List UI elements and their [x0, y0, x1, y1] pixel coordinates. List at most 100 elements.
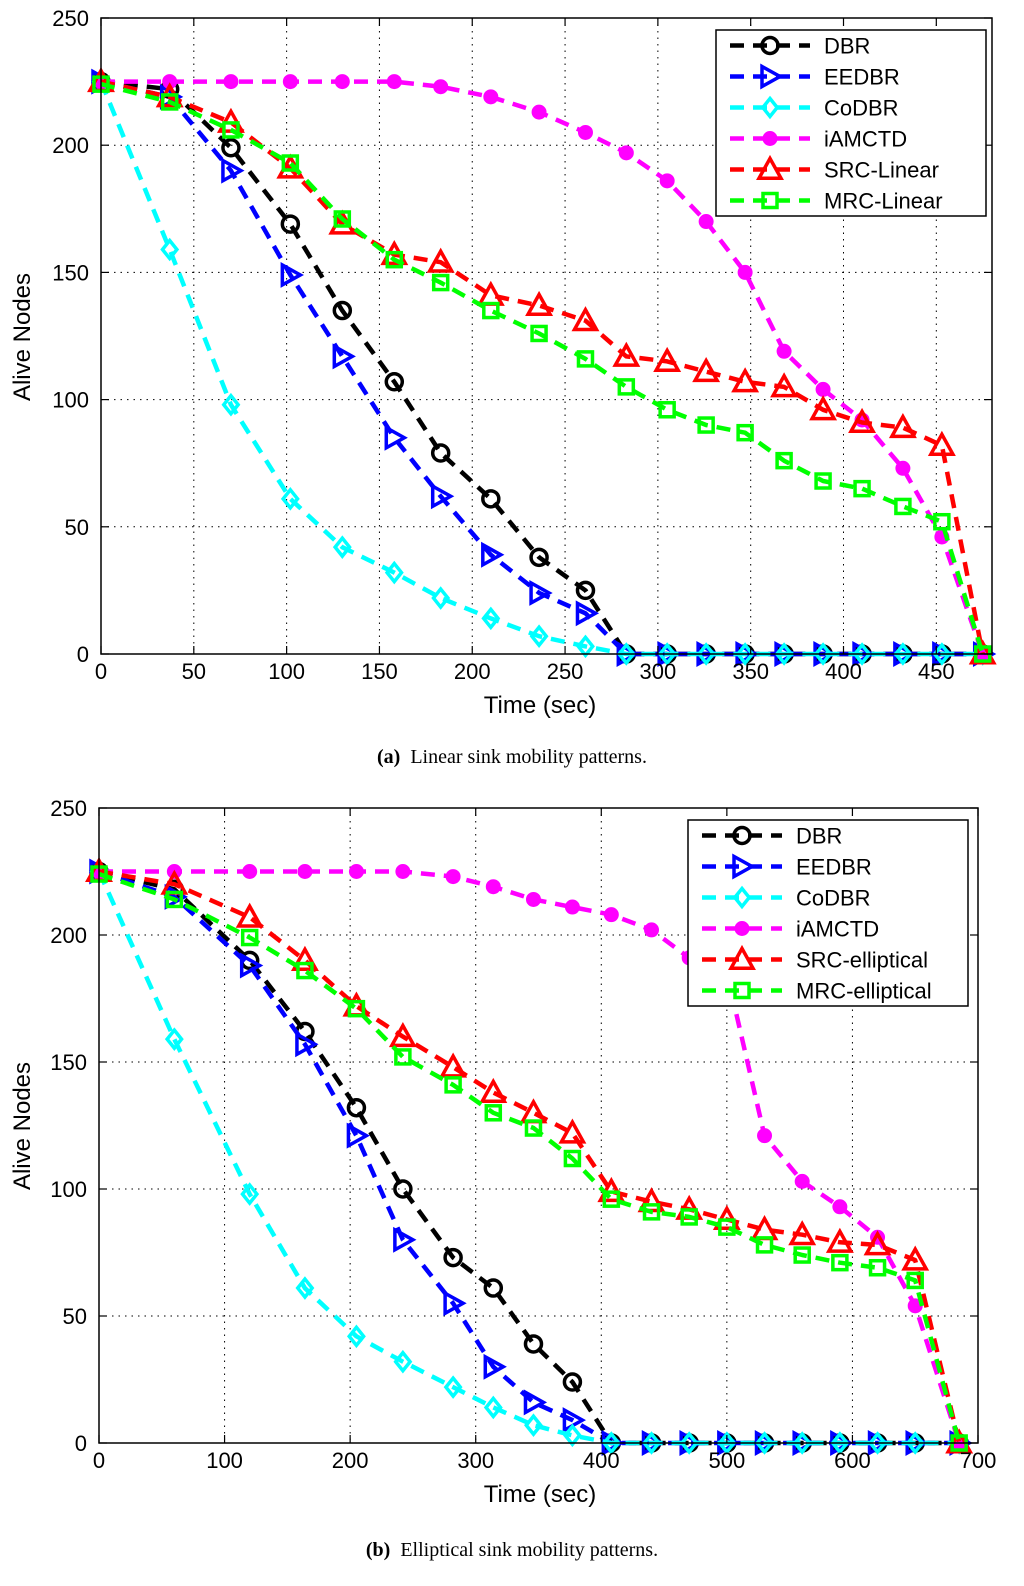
data-point [616, 642, 636, 666]
data-point [717, 1431, 737, 1455]
data-point [698, 214, 714, 230]
y-tick-label: 0 [77, 642, 89, 667]
y-tick-label: 200 [52, 133, 89, 158]
series-mrc-linear [92, 75, 992, 663]
data-point [831, 1253, 849, 1272]
data-point [282, 74, 298, 90]
data-point [295, 1031, 319, 1058]
data-point [642, 1203, 661, 1221]
x-tick-label: 200 [454, 659, 491, 684]
legend-box [687, 819, 969, 1007]
data-point [601, 1431, 621, 1455]
legend-label: SRC-Linear [824, 158, 939, 183]
caption-a: (a) Linear sink mobility patterns. [377, 746, 647, 768]
data-point [332, 343, 356, 370]
y-tick-label: 250 [50, 796, 87, 821]
data-point [927, 430, 956, 456]
y-tick-label: 150 [50, 1050, 87, 1075]
legend-marker [733, 981, 751, 1000]
data-point [388, 1021, 417, 1048]
data-point [394, 1048, 412, 1066]
data-point [524, 1413, 543, 1438]
data-point [564, 899, 580, 915]
data-point [576, 350, 595, 368]
x-tick-label: 100 [268, 659, 305, 684]
data-point [385, 250, 404, 269]
data-point [280, 214, 301, 234]
x-tick-label: 700 [960, 1448, 997, 1473]
legend-marker [760, 63, 784, 90]
legend-label: iAMCTD [796, 917, 879, 942]
data-point [653, 346, 682, 372]
data-point [731, 367, 760, 393]
data-point [815, 381, 831, 397]
legend-label: CoDBR [824, 96, 899, 121]
legend-label: DBR [796, 824, 842, 849]
data-point [384, 560, 404, 585]
data-point [523, 1334, 544, 1354]
x-axis-label-b: Time (sec) [484, 1481, 596, 1508]
x-tick-label: 450 [918, 659, 955, 684]
data-point [774, 642, 794, 666]
data-point [221, 392, 241, 417]
data-point [602, 1190, 621, 1208]
data-point [525, 290, 554, 317]
data-point [347, 999, 366, 1018]
data-point [718, 1218, 736, 1236]
data-point [679, 1431, 699, 1455]
data-point [571, 306, 600, 332]
y-tick-label: 150 [52, 260, 89, 285]
data-point [735, 642, 755, 666]
data-point [901, 1245, 930, 1271]
data-point [832, 1199, 848, 1215]
y-tick-label: 250 [52, 6, 89, 31]
data-point [696, 642, 716, 666]
data-point [825, 1227, 854, 1253]
data-point [933, 512, 951, 531]
data-point [529, 579, 553, 606]
data-point [481, 489, 501, 509]
y-tick-label: 0 [75, 1431, 87, 1456]
legend-label: EEDBR [796, 855, 872, 880]
caption-text-b: Elliptical sink mobility patterns. [400, 1539, 658, 1561]
data-point [395, 864, 411, 879]
y-axis-label-b: Alive Nodes [9, 1062, 36, 1190]
legend-item: MRC-Linear [730, 189, 943, 214]
data-point [932, 642, 952, 666]
data-point [431, 586, 451, 610]
data-point [531, 104, 547, 120]
legend-item: SRC-Linear [730, 154, 939, 183]
x-tick-label: 350 [732, 659, 769, 684]
legend-marker [732, 885, 752, 910]
x-tick-label: 600 [834, 1448, 871, 1473]
data-point [562, 1372, 583, 1392]
data-point [814, 472, 832, 490]
data-point [433, 79, 449, 95]
legend-b: DBR EEDBR CoDBR iAMCTD SRC-elliptical MRC-ell… [687, 819, 969, 1007]
data-point [223, 74, 239, 90]
data-point [809, 395, 838, 421]
series-line [100, 79, 983, 657]
data-point [346, 1097, 367, 1118]
data-point [736, 423, 754, 442]
data-point [485, 879, 501, 895]
data-point [348, 864, 364, 879]
legend-item: iAMCTD [702, 917, 879, 942]
series-line [101, 79, 985, 655]
legend-box [715, 29, 987, 217]
data-point [737, 264, 753, 280]
data-point [290, 945, 319, 971]
data-point [444, 1076, 462, 1094]
legend-a: DBR EEDBR CoDBR iAMCTD SRC-Linear MRC-Linear [715, 29, 987, 217]
legend-marker [728, 944, 756, 971]
legend-label: MRC-elliptical [796, 979, 932, 1004]
legend-label: EEDBR [824, 65, 900, 90]
data-point [221, 137, 241, 158]
data-point [575, 580, 596, 601]
series-mrc-elliptical [90, 865, 968, 1452]
data-point [160, 93, 179, 111]
data-point [755, 1431, 774, 1455]
data-point [530, 324, 548, 343]
legend-marker [756, 154, 784, 181]
